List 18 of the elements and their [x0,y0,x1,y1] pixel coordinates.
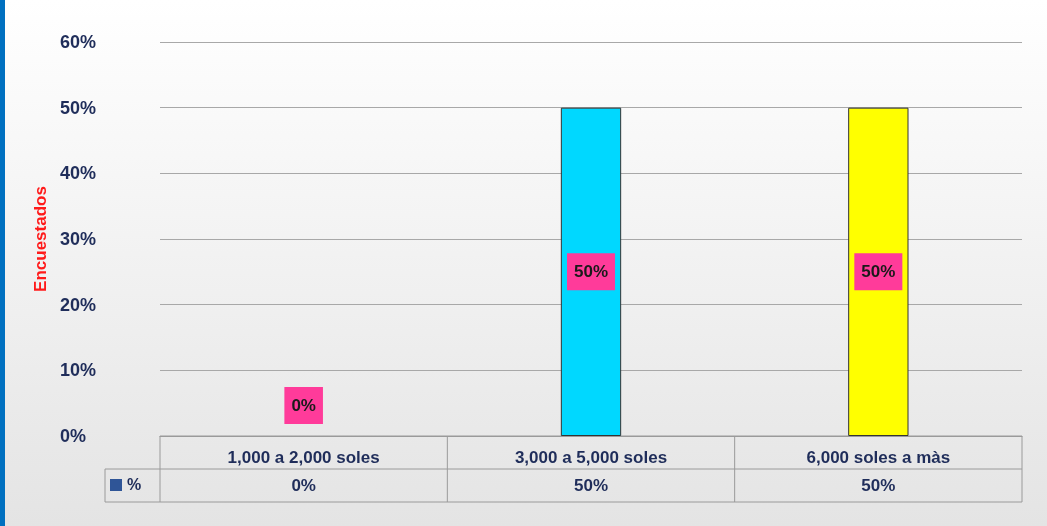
text: 50% [573,262,609,282]
y-tick-label: 10% [60,360,97,381]
y-tick-label: 40% [60,163,97,184]
y-tick-label: 60% [60,32,97,52]
x-tick-label: 3,000 a 5,000 soles [514,448,668,467]
y-tick-label: 50% [60,97,97,118]
x-tick-label: 1,000 a 2,000 soles [227,448,380,467]
data-label: 50% [573,476,609,495]
text: % [127,476,142,494]
text: 0% [291,396,316,415]
x-tick-label: 6,000 soles a màs [806,448,951,467]
y-tick-label: 30% [60,229,97,249]
y-axis-title: Encuestados [31,186,51,292]
data-label: 0% [291,476,316,495]
data-label: 50% [861,476,896,495]
text: 50% [861,262,896,282]
y-tick-label: 20% [60,294,97,315]
y-tick-label: 0% [60,426,87,446]
